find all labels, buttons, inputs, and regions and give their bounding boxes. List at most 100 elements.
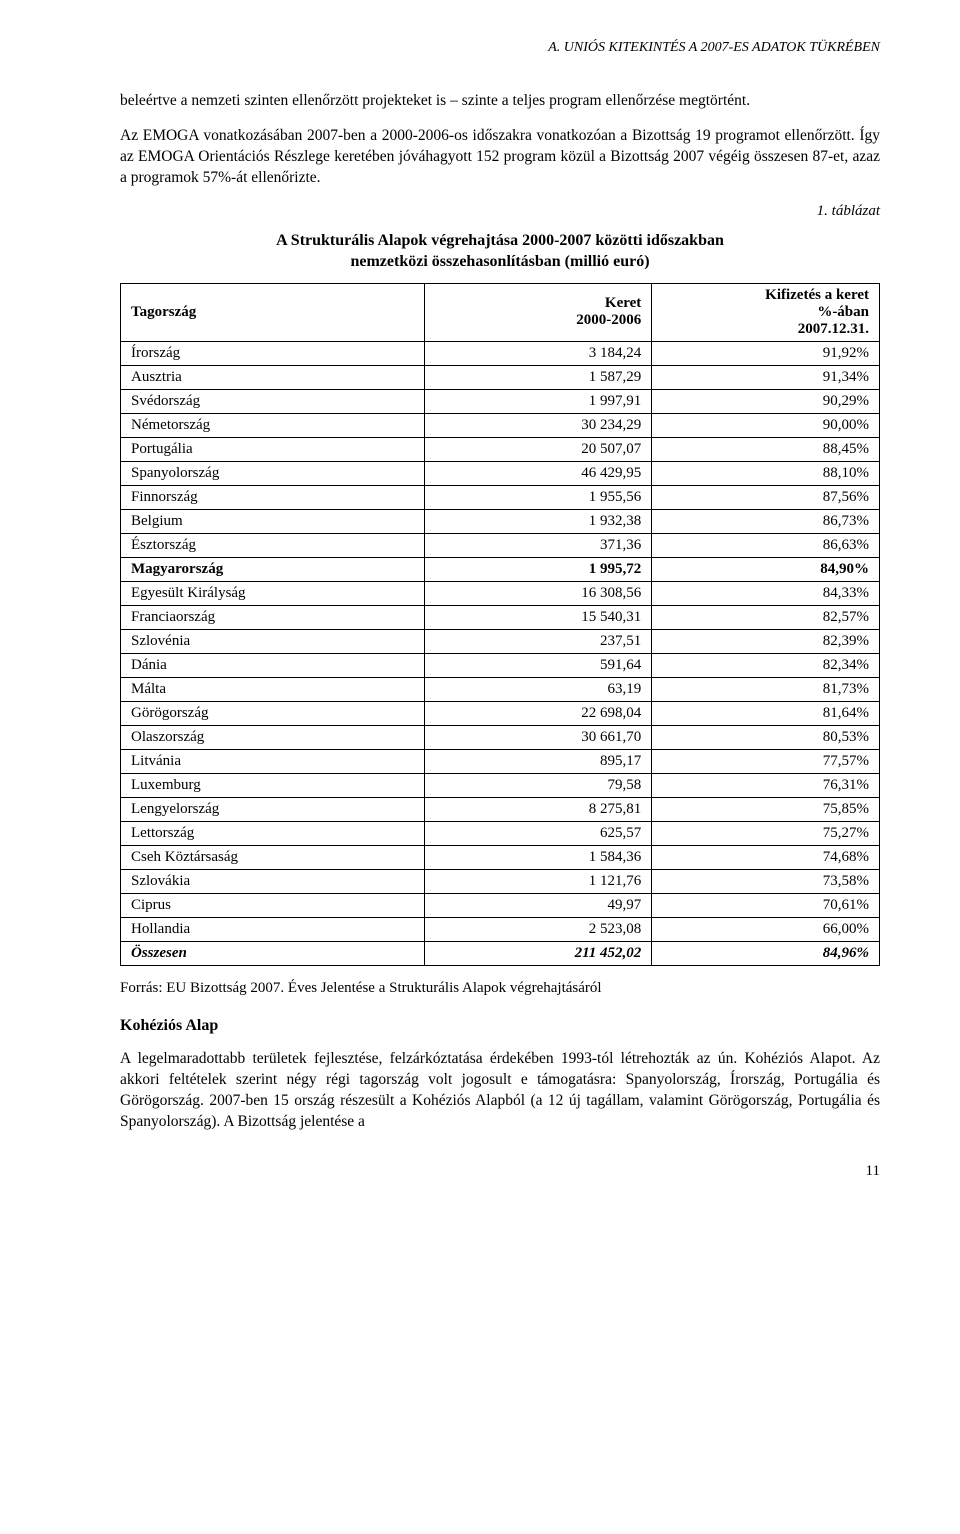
table-row: Luxemburg79,5876,31%: [121, 773, 880, 797]
cell-keret: 8 275,81: [424, 797, 652, 821]
cell-keret: 371,36: [424, 533, 652, 557]
cell-keret: 79,58: [424, 773, 652, 797]
header-country: Tagország: [121, 283, 425, 341]
running-header: A. UNIÓS KITEKINTÉS A 2007-ES ADATOK TÜK…: [120, 40, 880, 56]
cell-keret: 1 121,76: [424, 869, 652, 893]
cell-pct: 84,33%: [652, 581, 880, 605]
table-row: Svédország1 997,9190,29%: [121, 389, 880, 413]
table-row: Spanyolország46 429,9588,10%: [121, 461, 880, 485]
cell-pct: 81,73%: [652, 677, 880, 701]
table-title: A Strukturális Alapok végrehajtása 2000-…: [120, 230, 880, 273]
cell-pct: 80,53%: [652, 725, 880, 749]
table-row: Olaszország30 661,7080,53%: [121, 725, 880, 749]
cell-total-keret: 211 452,02: [424, 941, 652, 965]
table-row: Szlovákia1 121,7673,58%: [121, 869, 880, 893]
cell-pct: 87,56%: [652, 485, 880, 509]
cell-pct: 76,31%: [652, 773, 880, 797]
cell-pct: 82,39%: [652, 629, 880, 653]
table-row: Hollandia2 523,0866,00%: [121, 917, 880, 941]
cell-pct: 82,57%: [652, 605, 880, 629]
cell-country: Észtország: [121, 533, 425, 557]
cell-country: Dánia: [121, 653, 425, 677]
table-title-line-1: A Strukturális Alapok végrehajtása 2000-…: [276, 232, 724, 249]
cell-keret: 22 698,04: [424, 701, 652, 725]
table-row: Málta63,1981,73%: [121, 677, 880, 701]
table-row: Lengyelország8 275,8175,85%: [121, 797, 880, 821]
cell-country: Málta: [121, 677, 425, 701]
cell-pct: 90,00%: [652, 413, 880, 437]
cell-country: Írország: [121, 341, 425, 365]
table-total-row: Összesen211 452,0284,96%: [121, 941, 880, 965]
paragraph-2: Az EMOGA vonatkozásában 2007-ben a 2000-…: [120, 126, 880, 189]
cell-keret: 3 184,24: [424, 341, 652, 365]
cell-keret: 1 997,91: [424, 389, 652, 413]
cell-keret: 1 955,56: [424, 485, 652, 509]
cell-pct: 70,61%: [652, 893, 880, 917]
table-row: Ciprus49,9770,61%: [121, 893, 880, 917]
table-row: Portugália20 507,0788,45%: [121, 437, 880, 461]
cell-country: Szlovénia: [121, 629, 425, 653]
cell-keret: 1 587,29: [424, 365, 652, 389]
cell-pct: 77,57%: [652, 749, 880, 773]
cell-pct: 91,92%: [652, 341, 880, 365]
table-header-row: Tagország Keret 2000-2006 Kifizetés a ke…: [121, 283, 880, 341]
cell-country: Lengyelország: [121, 797, 425, 821]
cell-keret: 1 584,36: [424, 845, 652, 869]
cell-country: Luxemburg: [121, 773, 425, 797]
table-row: Írország3 184,2491,92%: [121, 341, 880, 365]
cell-keret: 49,97: [424, 893, 652, 917]
cell-country: Franciaország: [121, 605, 425, 629]
table-row: Németország30 234,2990,00%: [121, 413, 880, 437]
cell-pct: 86,63%: [652, 533, 880, 557]
table-row: Belgium1 932,3886,73%: [121, 509, 880, 533]
paragraph-1: beleértve a nemzeti szinten ellenőrzött …: [120, 91, 880, 112]
cell-pct: 84,90%: [652, 557, 880, 581]
cell-pct: 86,73%: [652, 509, 880, 533]
cell-country: Szlovákia: [121, 869, 425, 893]
table-row: Litvánia895,1777,57%: [121, 749, 880, 773]
structural-funds-table: Tagország Keret 2000-2006 Kifizetés a ke…: [120, 283, 880, 966]
cell-keret: 30 661,70: [424, 725, 652, 749]
cell-country: Belgium: [121, 509, 425, 533]
header-keret: Keret 2000-2006: [424, 283, 652, 341]
cell-country: Németország: [121, 413, 425, 437]
header-keret-line-2: 2000-2006: [576, 312, 641, 328]
table-row: Szlovénia237,5182,39%: [121, 629, 880, 653]
cell-country: Görögország: [121, 701, 425, 725]
paragraph-3: A legelmaradottabb területek fejlesztése…: [120, 1049, 880, 1133]
cell-pct: 82,34%: [652, 653, 880, 677]
cell-keret: 591,64: [424, 653, 652, 677]
section-heading: Kohéziós Alap: [120, 1017, 880, 1035]
cell-country: Ciprus: [121, 893, 425, 917]
header-pct-line-3: 2007.12.31.: [798, 321, 869, 337]
table-row: Észtország371,3686,63%: [121, 533, 880, 557]
cell-pct: 73,58%: [652, 869, 880, 893]
cell-pct: 90,29%: [652, 389, 880, 413]
cell-country: Lettország: [121, 821, 425, 845]
cell-country: Magyarország: [121, 557, 425, 581]
cell-keret: 20 507,07: [424, 437, 652, 461]
cell-country: Litvánia: [121, 749, 425, 773]
document-page: A. UNIÓS KITEKINTÉS A 2007-ES ADATOK TÜK…: [0, 0, 960, 1210]
cell-total-label: Összesen: [121, 941, 425, 965]
header-pct: Kifizetés a keret %-ában 2007.12.31.: [652, 283, 880, 341]
cell-pct: 75,85%: [652, 797, 880, 821]
cell-pct: 91,34%: [652, 365, 880, 389]
cell-keret: 895,17: [424, 749, 652, 773]
table-row: Magyarország1 995,7284,90%: [121, 557, 880, 581]
cell-country: Hollandia: [121, 917, 425, 941]
cell-country: Cseh Köztársaság: [121, 845, 425, 869]
cell-country: Finnország: [121, 485, 425, 509]
page-number: 11: [120, 1163, 880, 1180]
cell-keret: 1 932,38: [424, 509, 652, 533]
cell-keret: 16 308,56: [424, 581, 652, 605]
table-row: Franciaország15 540,3182,57%: [121, 605, 880, 629]
cell-keret: 30 234,29: [424, 413, 652, 437]
cell-keret: 2 523,08: [424, 917, 652, 941]
header-pct-line-1: Kifizetés a keret: [765, 287, 869, 303]
cell-pct: 88,45%: [652, 437, 880, 461]
cell-pct: 88,10%: [652, 461, 880, 485]
cell-keret: 1 995,72: [424, 557, 652, 581]
table-row: Finnország1 955,5687,56%: [121, 485, 880, 509]
cell-country: Ausztria: [121, 365, 425, 389]
